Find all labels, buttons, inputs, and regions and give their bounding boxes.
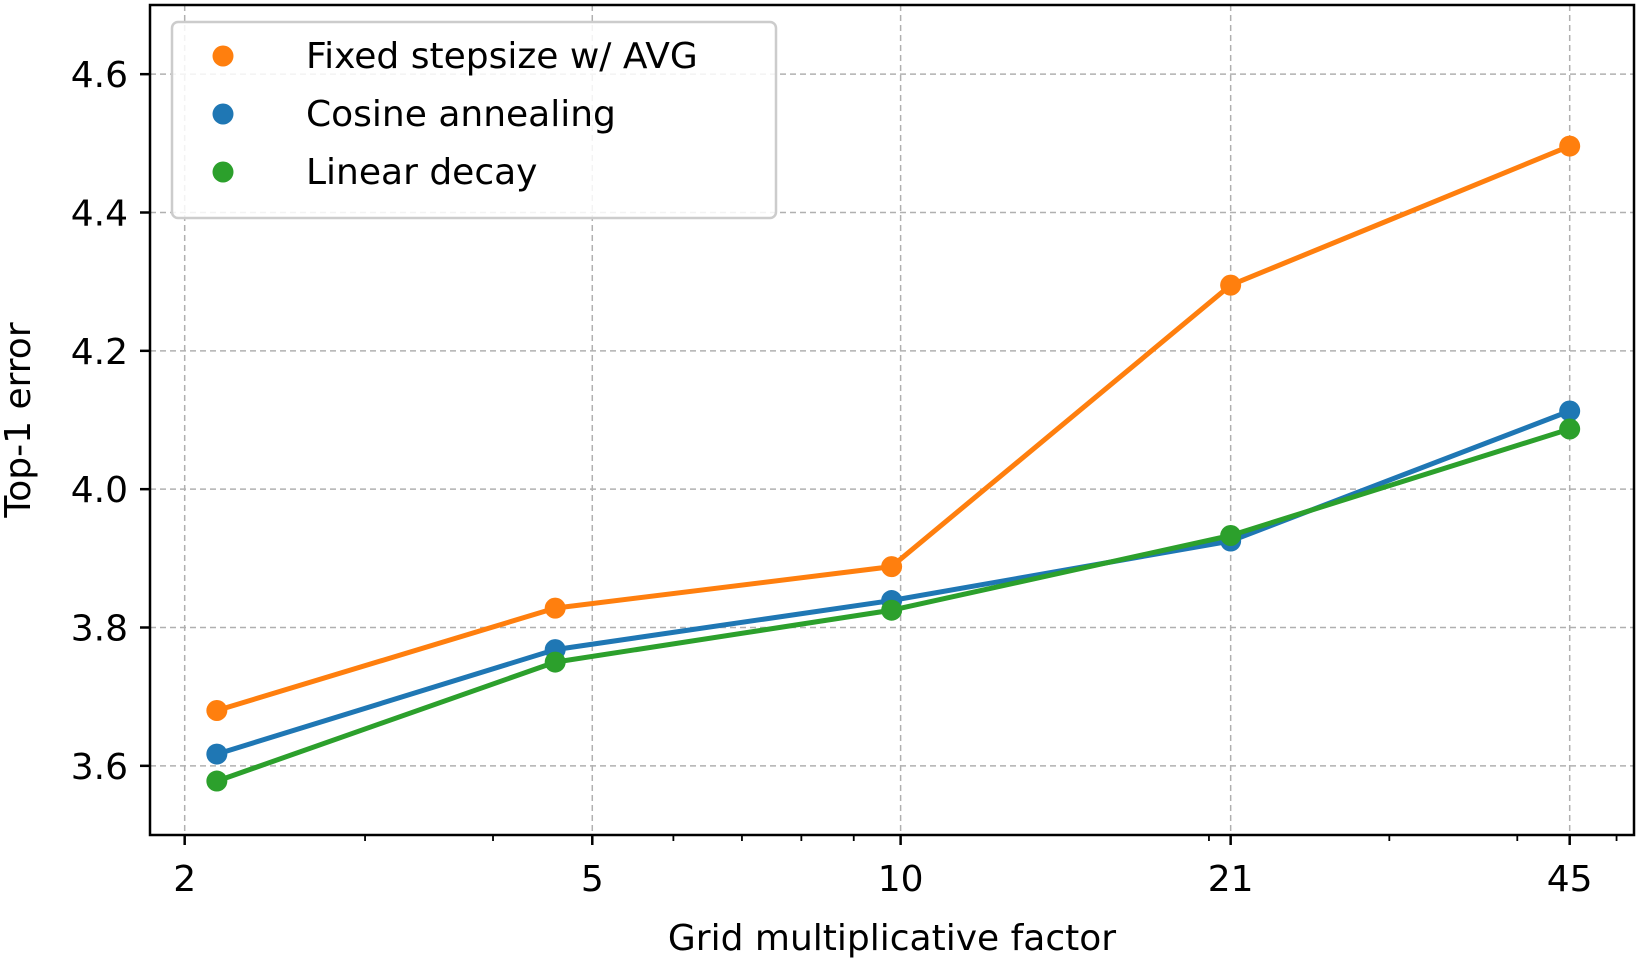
legend-marker (212, 45, 234, 67)
y-tick-label: 4.6 (71, 55, 128, 96)
series-layer (206, 135, 1581, 792)
data-point (206, 770, 228, 792)
legend-label: Linear decay (306, 152, 538, 193)
plot-frame (148, 3, 1636, 837)
x-tick-label: 21 (1208, 859, 1254, 900)
y-tick-label: 4.0 (71, 470, 128, 511)
x-axis-label: Grid multiplicative factor (668, 918, 1116, 959)
x-tick-label: 10 (878, 859, 924, 900)
x-tick-label: 45 (1547, 859, 1593, 900)
series-line (214, 143, 1573, 713)
data-point (206, 700, 228, 721)
y-axis-label: Top-1 error (0, 322, 39, 518)
grid (150, 5, 1634, 835)
ticks: 3.6 3.8 4.0 4.2 4.4 4.6 2 5 10 21 45 (71, 55, 1618, 900)
data-point (544, 597, 566, 619)
legend-frame (170, 20, 778, 220)
legend-marker (212, 161, 234, 183)
y-tick-label: 3.8 (71, 609, 128, 650)
legend-label: Cosine annealing (306, 94, 616, 135)
data-point (1220, 274, 1242, 296)
data-point (1559, 135, 1581, 157)
data-point (544, 651, 566, 673)
x-tick-label: 2 (173, 859, 196, 900)
data-point (881, 599, 903, 621)
legend-marker (212, 103, 234, 125)
y-tick-label: 4.4 (71, 194, 128, 235)
series-line (214, 408, 1573, 757)
y-tick-label: 3.6 (71, 747, 128, 788)
legend: Fixed stepsize w/ AVG Cosine annealing Lin… (170, 20, 778, 220)
data-point (881, 556, 903, 578)
data-point (1559, 418, 1581, 440)
y-tick-label: 4.2 (71, 332, 128, 373)
legend-label: Fixed stepsize w/ AVG (306, 36, 698, 77)
data-point (206, 743, 228, 765)
x-tick-label: 5 (581, 859, 604, 900)
data-point (1220, 525, 1242, 547)
data-point (1559, 400, 1581, 422)
